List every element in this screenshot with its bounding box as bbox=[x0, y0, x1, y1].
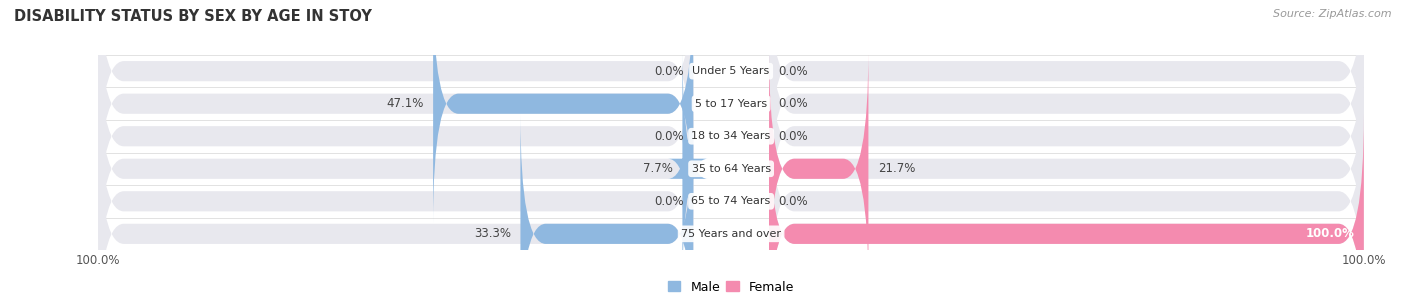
Text: 0.0%: 0.0% bbox=[779, 65, 808, 78]
FancyBboxPatch shape bbox=[769, 0, 1364, 191]
FancyBboxPatch shape bbox=[520, 114, 693, 305]
Text: 35 to 64 Years: 35 to 64 Years bbox=[692, 164, 770, 174]
FancyBboxPatch shape bbox=[98, 0, 693, 224]
Text: 33.3%: 33.3% bbox=[474, 227, 510, 240]
Text: 47.1%: 47.1% bbox=[387, 97, 423, 110]
Text: 21.7%: 21.7% bbox=[877, 162, 915, 175]
Text: 0.0%: 0.0% bbox=[654, 195, 683, 208]
Text: 0.0%: 0.0% bbox=[779, 130, 808, 143]
FancyBboxPatch shape bbox=[98, 0, 693, 191]
Text: DISABILITY STATUS BY SEX BY AGE IN STOY: DISABILITY STATUS BY SEX BY AGE IN STOY bbox=[14, 9, 373, 24]
Legend: Male, Female: Male, Female bbox=[664, 275, 799, 299]
Text: 7.7%: 7.7% bbox=[643, 162, 673, 175]
FancyBboxPatch shape bbox=[98, 16, 693, 256]
FancyBboxPatch shape bbox=[668, 49, 707, 289]
Text: 100.0%: 100.0% bbox=[1305, 227, 1354, 240]
FancyBboxPatch shape bbox=[769, 114, 1364, 305]
Text: 18 to 34 Years: 18 to 34 Years bbox=[692, 131, 770, 141]
Text: Source: ZipAtlas.com: Source: ZipAtlas.com bbox=[1274, 9, 1392, 19]
Text: 5 to 17 Years: 5 to 17 Years bbox=[695, 99, 768, 109]
Text: Under 5 Years: Under 5 Years bbox=[693, 66, 769, 76]
Text: 0.0%: 0.0% bbox=[779, 97, 808, 110]
Text: 0.0%: 0.0% bbox=[779, 195, 808, 208]
FancyBboxPatch shape bbox=[433, 0, 693, 224]
FancyBboxPatch shape bbox=[769, 0, 1364, 224]
Text: 75 Years and over: 75 Years and over bbox=[681, 229, 782, 239]
FancyBboxPatch shape bbox=[769, 114, 1364, 305]
Text: 0.0%: 0.0% bbox=[654, 65, 683, 78]
FancyBboxPatch shape bbox=[98, 81, 693, 305]
Text: 65 to 74 Years: 65 to 74 Years bbox=[692, 196, 770, 206]
FancyBboxPatch shape bbox=[769, 16, 1364, 256]
FancyBboxPatch shape bbox=[98, 114, 693, 305]
FancyBboxPatch shape bbox=[769, 49, 869, 289]
FancyBboxPatch shape bbox=[769, 49, 1364, 289]
FancyBboxPatch shape bbox=[98, 49, 693, 289]
FancyBboxPatch shape bbox=[769, 81, 1364, 305]
Text: 0.0%: 0.0% bbox=[654, 130, 683, 143]
